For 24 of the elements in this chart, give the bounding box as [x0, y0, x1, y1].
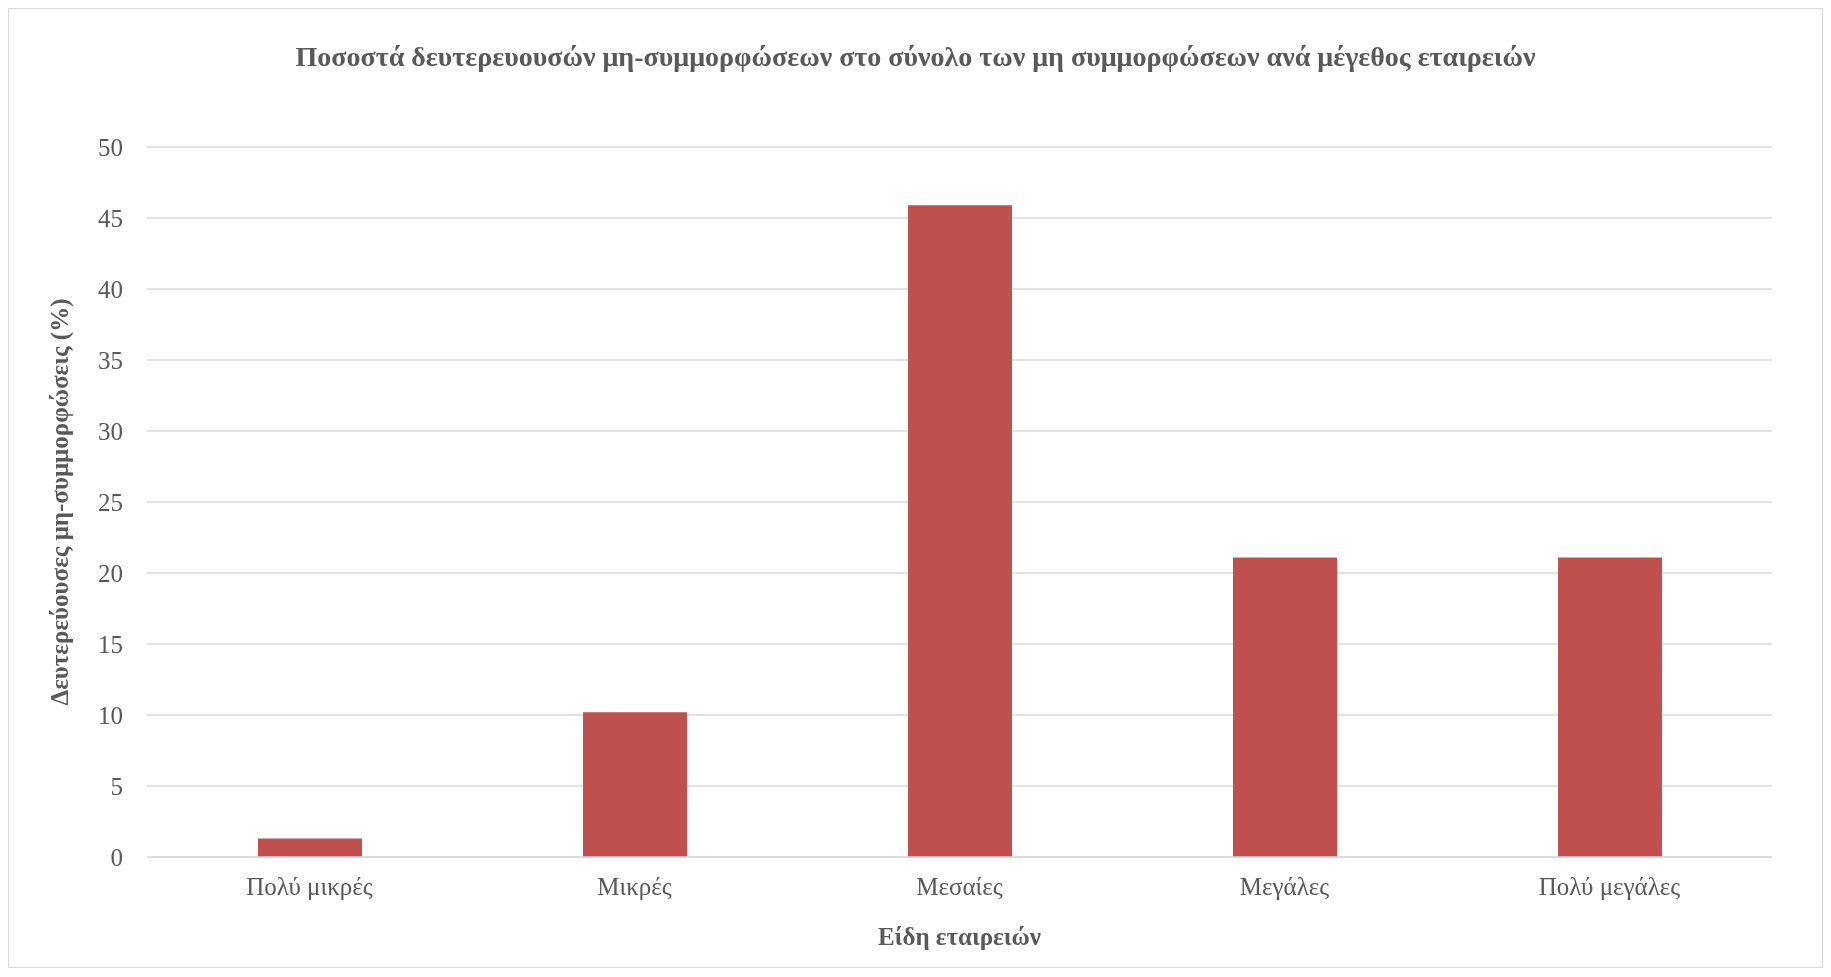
y-axis-title: Δευτερεύουσες μη-συμμορφώσεις (%)	[45, 298, 74, 706]
y-tick-label: 30	[98, 417, 123, 445]
x-axis-title: Είδη εταιρειών	[877, 923, 1042, 950]
y-tick-label: 40	[98, 275, 123, 303]
y-tick-label: 45	[98, 204, 123, 232]
x-tick-label: Μεσαίες	[916, 872, 1003, 900]
bar	[908, 205, 1012, 857]
x-tick-label: Πολύ μεγάλες	[1538, 872, 1681, 900]
chart-title: Ποσοστά δευτερευουσών μη-συμμορφώσεων στο σύνολο των μη συμμορφώσεων ανά μέγεθος εταιρειών	[294, 40, 1537, 74]
x-tick-label: Μικρές	[597, 872, 672, 900]
y-tick-label: 0	[110, 843, 123, 871]
bar	[1558, 557, 1662, 857]
y-tick-label: 15	[98, 630, 123, 658]
y-tick-label: 5	[110, 772, 123, 800]
x-tick-label: Μεγάλες	[1239, 872, 1330, 900]
y-tick-label: 50	[98, 133, 123, 161]
bar	[583, 712, 687, 857]
bar	[258, 838, 362, 857]
y-tick-label: 10	[98, 701, 123, 729]
y-tick-label: 25	[98, 488, 123, 516]
y-tick-label: 20	[98, 559, 123, 587]
y-tick-label: 35	[98, 346, 123, 374]
bar	[1233, 557, 1337, 857]
x-tick-label: Πολύ μικρές	[246, 872, 373, 900]
